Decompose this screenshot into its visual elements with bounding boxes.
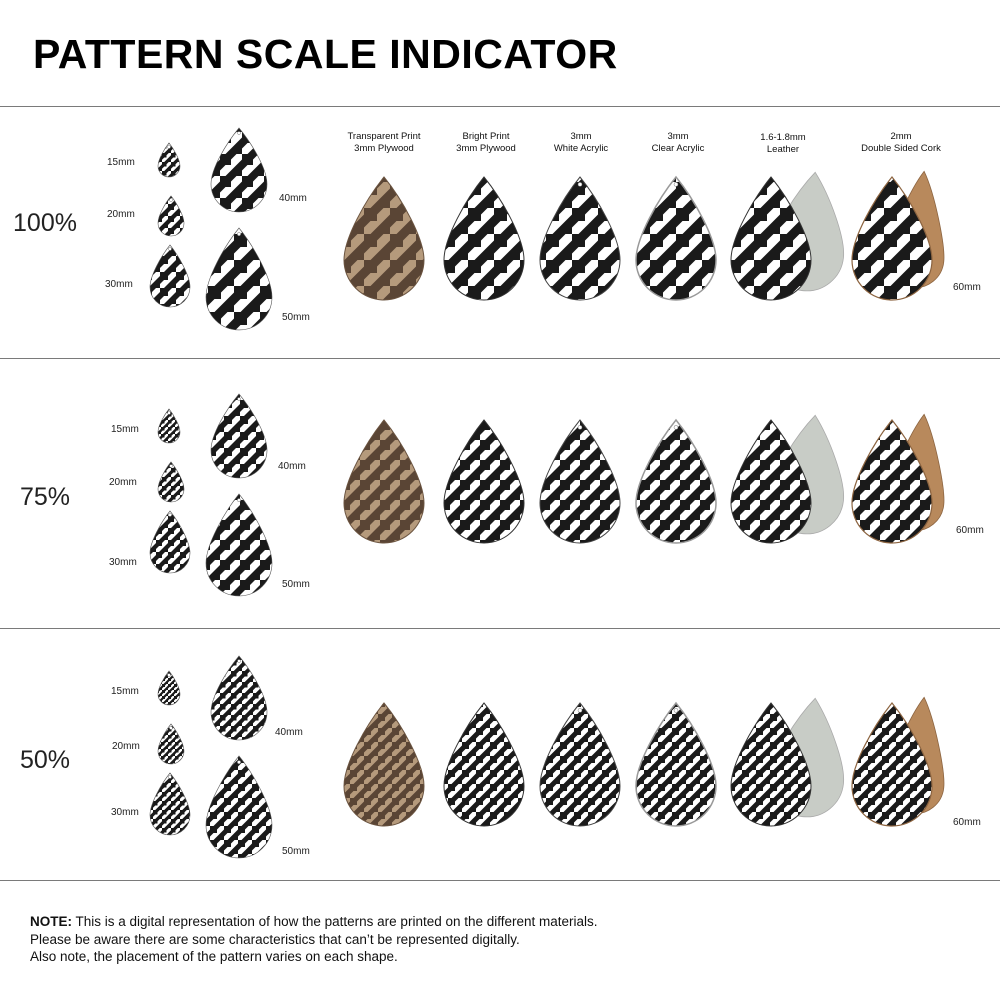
drop-cork (851, 419, 933, 544)
size-label-40mm: 40mm (275, 727, 303, 738)
scale-label-50: 50% (19, 746, 71, 774)
drop-clear-acrylic (635, 418, 717, 544)
size-label-15mm: 15mm (111, 686, 139, 697)
material-line1: Transparent Print (347, 131, 421, 142)
drop-cork (851, 702, 933, 827)
drop-transparent-plywood (343, 419, 425, 544)
divider (0, 106, 1000, 107)
drop-white-acrylic (539, 419, 621, 544)
drop-bright-plywood (443, 419, 525, 544)
drop-15mm (157, 670, 181, 706)
drop-white-acrylic (539, 176, 621, 301)
drop-transparent-plywood (343, 702, 425, 827)
material-header-transparent-plywood: Transparent Print 3mm Plywood (319, 131, 449, 154)
drop-40mm (210, 393, 268, 479)
drop-leather (730, 176, 812, 301)
drop-transparent-plywood (343, 176, 425, 301)
drop-clear-acrylic (635, 701, 717, 827)
size-label-20mm: 20mm (109, 477, 137, 488)
material-line1: 3mm (667, 131, 689, 142)
drop-30mm (149, 244, 191, 308)
size-label-60mm: 60mm (953, 282, 981, 293)
material-line1: 1.6-1.8mm (760, 132, 806, 143)
material-header-white-acrylic: 3mm White Acrylic (516, 131, 646, 154)
size-label-40mm: 40mm (278, 461, 306, 472)
drop-bright-plywood (443, 176, 525, 301)
scale-label-75: 75% (19, 483, 71, 511)
size-label-40mm: 40mm (279, 193, 307, 204)
material-header-leather: 1.6-1.8mm Leather (718, 132, 848, 155)
size-label-20mm: 20mm (112, 741, 140, 752)
material-line2: 3mm Plywood (354, 142, 414, 154)
note-line-2: Please be aware there are some character… (30, 931, 520, 947)
material-line2: 3mm Plywood (456, 142, 516, 154)
material-line1: 2mm (890, 131, 912, 142)
divider (0, 358, 1000, 359)
note-line-1: NOTE: This is a digital representation o… (30, 913, 970, 931)
drop-20mm (157, 723, 185, 765)
drop-bright-plywood (443, 702, 525, 827)
drop-leather (730, 702, 812, 827)
size-label-50mm: 50mm (282, 312, 310, 323)
size-label-50mm: 50mm (282, 579, 310, 590)
divider (0, 628, 1000, 629)
material-line1: Bright Print (462, 131, 510, 142)
note-line-3: Also note, the placement of the pattern … (30, 949, 398, 964)
drop-20mm (157, 461, 185, 503)
drop-40mm (210, 127, 268, 213)
size-label-30mm: 30mm (109, 557, 137, 568)
material-line2: White Acrylic (553, 142, 609, 154)
material-line2: Clear Acrylic (651, 142, 705, 154)
drop-40mm (210, 655, 268, 741)
drop-white-acrylic (539, 702, 621, 827)
size-label-60mm: 60mm (953, 817, 981, 828)
drop-leather (730, 419, 812, 544)
page-title: PATTERN SCALE INDICATOR (33, 31, 618, 77)
material-header-cork: 2mm Double Sided Cork (836, 131, 966, 154)
drop-15mm (157, 408, 181, 444)
size-label-30mm: 30mm (111, 807, 139, 818)
drop-50mm (205, 227, 273, 331)
size-label-60mm: 60mm (956, 525, 984, 536)
note-block: NOTE: This is a digital representation o… (30, 913, 970, 966)
note-text-1: This is a digital representation of how … (72, 914, 598, 929)
size-label-20mm: 20mm (107, 209, 135, 220)
note-label: NOTE: (30, 914, 72, 929)
drop-30mm (149, 510, 191, 574)
drop-50mm (205, 493, 273, 597)
divider (0, 880, 1000, 881)
drop-50mm (205, 755, 273, 859)
size-label-30mm: 30mm (105, 279, 133, 290)
material-line2: Double Sided Cork (861, 142, 941, 154)
drop-20mm (157, 195, 185, 237)
drop-30mm (149, 772, 191, 836)
material-line2: Leather (766, 143, 800, 155)
material-line1: 3mm (570, 131, 592, 142)
material-header-clear-acrylic: 3mm Clear Acrylic (613, 131, 743, 154)
size-label-15mm: 15mm (111, 424, 139, 435)
drop-clear-acrylic (635, 175, 717, 301)
scale-label-100: 100% (13, 209, 77, 237)
material-header-bright-plywood: Bright Print 3mm Plywood (421, 131, 551, 154)
size-label-50mm: 50mm (282, 846, 310, 857)
drop-15mm (157, 142, 181, 178)
size-label-15mm: 15mm (107, 157, 135, 168)
drop-cork (851, 176, 933, 301)
